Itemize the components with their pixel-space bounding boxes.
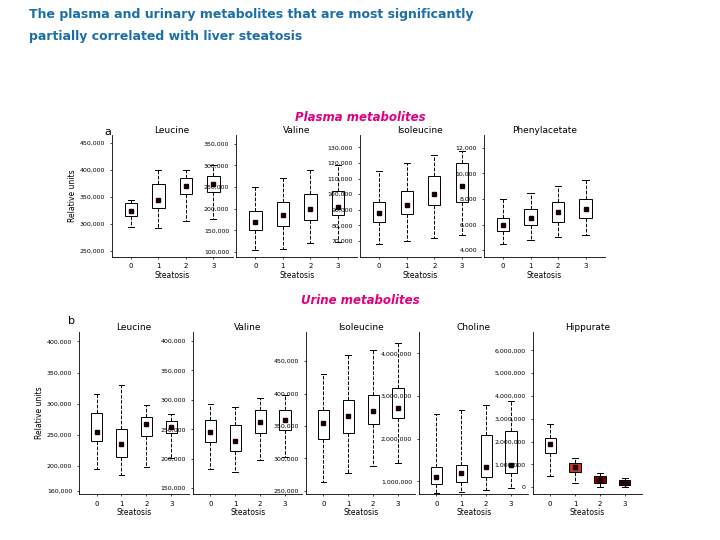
Text: b: b [68, 316, 76, 326]
Title: Isoleucine: Isoleucine [338, 323, 384, 332]
X-axis label: Steatosis: Steatosis [456, 509, 491, 517]
PathPatch shape [431, 467, 442, 484]
Title: Isoleucine: Isoleucine [397, 126, 444, 135]
X-axis label: Steatosis: Steatosis [230, 509, 265, 517]
PathPatch shape [166, 421, 177, 433]
Text: a: a [104, 127, 112, 137]
PathPatch shape [249, 211, 261, 231]
PathPatch shape [619, 480, 631, 485]
PathPatch shape [116, 429, 127, 457]
PathPatch shape [91, 413, 102, 441]
PathPatch shape [400, 191, 413, 214]
PathPatch shape [276, 202, 289, 226]
Title: Phenylacetate: Phenylacetate [512, 126, 577, 135]
PathPatch shape [332, 191, 344, 215]
PathPatch shape [524, 209, 537, 225]
PathPatch shape [207, 176, 220, 192]
Title: Valine: Valine [283, 126, 310, 135]
Text: Urine metabolites: Urine metabolites [301, 294, 419, 307]
PathPatch shape [428, 176, 441, 205]
Y-axis label: Relative units: Relative units [35, 387, 44, 440]
Y-axis label: Relative units: Relative units [68, 170, 76, 222]
PathPatch shape [552, 201, 564, 222]
Text: The plasma and urinary metabolites that are most significantly: The plasma and urinary metabolites that … [29, 8, 473, 21]
PathPatch shape [373, 202, 385, 222]
PathPatch shape [505, 430, 517, 473]
PathPatch shape [204, 421, 216, 442]
PathPatch shape [481, 435, 492, 477]
PathPatch shape [594, 476, 606, 483]
Title: Leucine: Leucine [155, 126, 189, 135]
PathPatch shape [125, 202, 137, 216]
PathPatch shape [180, 178, 192, 194]
X-axis label: Steatosis: Steatosis [403, 271, 438, 280]
PathPatch shape [255, 410, 266, 434]
X-axis label: Steatosis: Steatosis [527, 271, 562, 280]
X-axis label: Steatosis: Steatosis [279, 271, 314, 280]
PathPatch shape [392, 388, 404, 417]
X-axis label: Steatosis: Steatosis [343, 509, 378, 517]
Text: Plasma metabolites: Plasma metabolites [294, 111, 426, 124]
PathPatch shape [367, 395, 379, 424]
Title: Choline: Choline [456, 323, 491, 332]
PathPatch shape [304, 193, 317, 220]
PathPatch shape [456, 163, 468, 202]
X-axis label: Steatosis: Steatosis [155, 271, 189, 280]
Title: Leucine: Leucine [117, 323, 151, 332]
PathPatch shape [497, 218, 509, 231]
PathPatch shape [230, 424, 240, 451]
Title: Hippurate: Hippurate [565, 323, 610, 332]
PathPatch shape [141, 417, 152, 436]
X-axis label: Steatosis: Steatosis [570, 509, 605, 517]
PathPatch shape [580, 199, 592, 218]
Text: partially correlated with liver steatosis: partially correlated with liver steatosi… [29, 30, 302, 43]
PathPatch shape [152, 184, 165, 208]
PathPatch shape [570, 463, 580, 472]
Title: Valine: Valine [234, 323, 261, 332]
PathPatch shape [343, 400, 354, 433]
PathPatch shape [544, 437, 556, 454]
X-axis label: Steatosis: Steatosis [117, 509, 151, 517]
PathPatch shape [456, 465, 467, 482]
PathPatch shape [318, 410, 329, 439]
PathPatch shape [279, 410, 291, 430]
